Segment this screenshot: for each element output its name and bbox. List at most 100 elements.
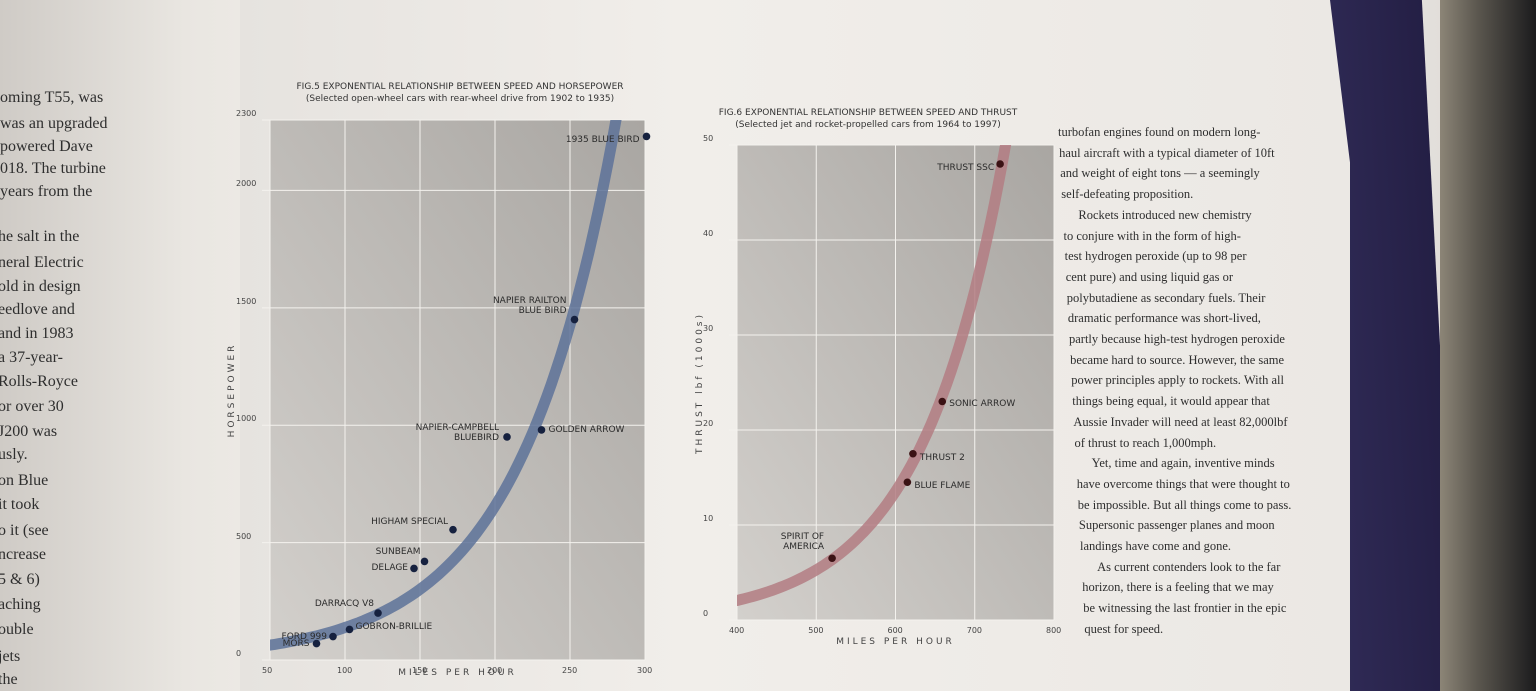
body-text-line: quest for speed. — [1084, 621, 1164, 636]
x-tick-label: 800 — [1046, 626, 1062, 635]
point-label: SUNBEAM — [375, 547, 421, 558]
body-text-line: Rockets introduced new chemistry — [1078, 207, 1252, 222]
y-tick-label: 20 — [703, 419, 714, 428]
body-text-line: J200 was — [0, 423, 58, 440]
body-text-line: aching — [0, 596, 41, 613]
point-label: FORD 999 — [281, 631, 327, 642]
body-text-line: powered Dave — [0, 138, 93, 155]
body-text-line: things being equal, it would appear that — [1072, 394, 1270, 409]
body-text-line: test hydrogen peroxide (up to 98 per — [1064, 249, 1247, 264]
body-text-line: oming T55, was — [0, 89, 104, 106]
point-label: SONIC ARROW — [949, 398, 1016, 409]
plot-area — [270, 120, 645, 660]
body-text-line: Aussie Invader will need at least 82,000… — [1073, 414, 1288, 429]
data-point — [642, 132, 651, 141]
body-text-line: self-defeating proposition. — [1061, 187, 1194, 202]
data-point — [938, 397, 947, 406]
body-text-line: was an upgraded — [0, 115, 108, 132]
body-text-line: and in 1983 — [0, 325, 74, 342]
y-tick-label: 50 — [703, 134, 714, 143]
x-tick-label: 150 — [412, 666, 428, 675]
chart-subtitle: (Selected open-wheel cars with rear-whee… — [305, 94, 615, 104]
data-point — [449, 525, 457, 534]
x-tick-label: 600 — [887, 626, 903, 635]
data-point — [503, 433, 511, 441]
body-text-line: be impossible. But all things come to pa… — [1077, 497, 1292, 512]
point-label: THRUST SSC — [937, 163, 995, 173]
body-text-line: partly because high-test hydrogen peroxi… — [1069, 332, 1285, 346]
y-tick-label: 2300 — [236, 109, 257, 118]
body-text-line: and weight of eight tons — a seemingly — [1060, 166, 1260, 181]
data-point — [312, 639, 321, 648]
body-text-line: horizon, there is a feeling that we may — [1082, 580, 1274, 595]
data-point — [374, 609, 382, 617]
y-tick-label: 0 — [703, 609, 709, 618]
point-label: MORS — [282, 638, 310, 649]
body-text-line: became hard to source. However, the same — [1070, 352, 1285, 367]
body-text-line: be witnessing the last frontier in the e… — [1083, 601, 1287, 616]
body-text-line: or over 30 — [0, 398, 64, 415]
body-text-line: the — [0, 671, 18, 688]
body-text-line: neral Electric — [0, 254, 84, 271]
body-text-line: usly. — [0, 446, 28, 463]
trend-curve — [270, 120, 622, 651]
x-tick-label: 50 — [262, 666, 273, 675]
body-text-line: have overcome things that were thought t… — [1076, 476, 1290, 491]
y-tick-label: 10 — [703, 514, 714, 523]
chart-title: FIG.6 EXPONENTIAL RELATIONSHIP BETWEEN S… — [718, 108, 1018, 118]
data-point — [345, 625, 354, 634]
x-tick-label: 500 — [808, 626, 824, 635]
x-axis-label: MILES PER HOUR — [836, 637, 955, 647]
body-text-line: years from the — [0, 183, 93, 200]
data-point — [996, 160, 1004, 168]
y-tick-label: 500 — [236, 531, 252, 541]
point-label: GOBRON-BRILLIE — [355, 622, 433, 633]
body-text-line: o it (see — [0, 522, 49, 539]
x-tick-label: 300 — [637, 666, 653, 675]
body-text-line: haul aircraft with a typical diameter of… — [1059, 145, 1275, 160]
y-tick-label: 0 — [236, 649, 242, 658]
body-text-line: power principles apply to rockets. With … — [1071, 373, 1284, 388]
point-label: DELAGE — [371, 563, 409, 574]
x-tick-label: 200 — [487, 666, 503, 675]
x-tick-label: 400 — [729, 626, 745, 635]
x-tick-label: 100 — [337, 666, 353, 675]
body-text-line: turbofan engines found on modern long- — [1058, 125, 1261, 139]
point-label: 1935 BLUE BIRD — [565, 135, 640, 146]
data-point — [828, 554, 836, 563]
data-point — [420, 557, 429, 566]
chart-subtitle: (Selected jet and rocket-propelled cars … — [735, 120, 1001, 130]
point-label: GOLDEN ARROW — [548, 424, 625, 435]
body-text-line: 5 & 6) — [0, 571, 40, 588]
y-axis-label: THRUST lbf (1000s) — [695, 311, 705, 454]
x-axis-label: MILES PER HOUR — [398, 668, 517, 678]
point-label: HIGHAM SPECIAL — [371, 516, 448, 527]
body-text-line: polybutadiene as secondary fuels. Their — [1066, 290, 1266, 305]
body-text-line: dramatic performance was short-lived, — [1067, 311, 1261, 326]
point-label: NAPIER RAILTON BLUE BIRD — [492, 295, 567, 316]
body-text-line: cent pure) and using liquid gas or — [1065, 269, 1234, 284]
body-text-line: to conjure with in the form of high- — [1063, 228, 1241, 243]
body-text-line: it took — [0, 496, 40, 513]
point-label: DARRACQ V8 — [314, 599, 374, 610]
trend-curve — [737, 145, 1012, 606]
data-point — [903, 478, 912, 487]
y-tick-label: 2000 — [236, 179, 257, 189]
body-text-line: landings have come and gone. — [1080, 539, 1231, 553]
point-label: BLUE FLAME — [914, 481, 971, 492]
body-text-line: old in design — [0, 278, 81, 295]
body-text-line: Yet, time and again, inventive minds — [1091, 456, 1275, 471]
body-text-line: Rolls-Royce — [0, 373, 78, 390]
body-text-line: ncrease — [0, 546, 46, 563]
data-point — [570, 315, 579, 324]
point-label: SPIRIT OF AMERICA — [780, 532, 825, 553]
body-text-line: ouble — [0, 621, 34, 638]
body-text-line: of thrust to reach 1,000mph. — [1074, 435, 1217, 450]
y-tick-label: 30 — [703, 324, 714, 333]
x-tick-label: 250 — [562, 666, 578, 675]
body-text-line: a 37-year- — [0, 349, 63, 366]
body-text-line: 018. The turbine — [0, 160, 106, 177]
body-text-line: Supersonic passenger planes and moon — [1078, 518, 1275, 533]
y-tick-label: 1500 — [236, 296, 257, 306]
body-text-line: on Blue — [0, 472, 49, 489]
